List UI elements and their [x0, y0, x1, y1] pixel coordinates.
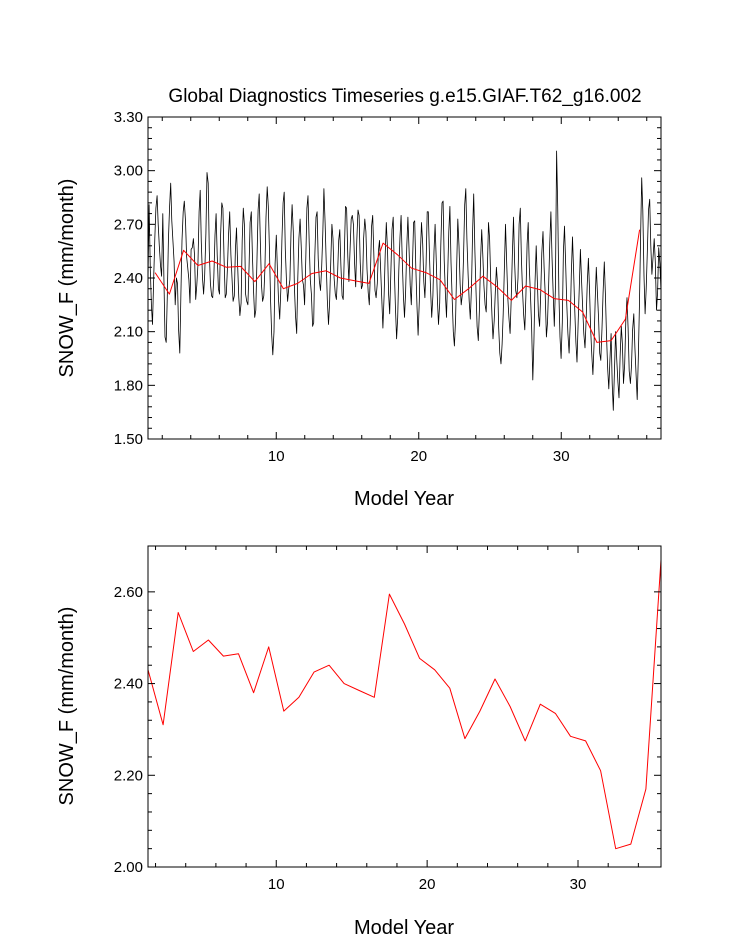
y-axis-ticks: 2.00 2.20 2.40 2.60	[114, 584, 661, 876]
timeseries-panel-top: Global Diagnostics Timeseries g.e15.GIAF…	[56, 86, 662, 510]
x-axis-title: Model Year	[354, 917, 454, 939]
y-tick-label: 3.00	[114, 163, 143, 180]
y-tick-label: 1.80	[114, 377, 143, 394]
series-line-annual-mean	[147, 559, 662, 850]
series-line-annual-mean	[154, 229, 641, 343]
y-tick-label: 2.40	[114, 270, 143, 287]
y-tick-label: 2.70	[114, 216, 143, 233]
x-axis-title: Model Year	[354, 488, 454, 510]
x-axis-ticks: 10 20 30	[268, 546, 586, 893]
y-tick-label: 2.60	[114, 584, 143, 601]
monthly-series-line	[147, 150, 662, 411]
minor-ticks	[148, 117, 661, 439]
y-axis-title: SNOW_F (mm/month)	[56, 179, 78, 378]
x-tick-label: 10	[268, 876, 285, 893]
x-axis-ticks: 10 20 30	[268, 117, 570, 465]
y-tick-label: 1.50	[114, 431, 143, 448]
chart-title: Global Diagnostics Timeseries g.e15.GIAF…	[168, 86, 641, 107]
y-tick-label: 2.40	[114, 676, 143, 693]
x-tick-label: 30	[570, 876, 587, 893]
x-tick-label: 30	[553, 448, 570, 465]
y-tick-label: 2.20	[114, 767, 143, 784]
x-tick-label: 20	[410, 448, 427, 465]
y-tick-label: 2.10	[114, 324, 143, 341]
y-tick-label: 2.00	[114, 859, 143, 876]
y-axis-title: SNOW_F (mm/month)	[56, 607, 78, 806]
y-axis-ticks: 1.50 1.80 2.10 2.40 2.70 3.00 3.30	[114, 109, 661, 448]
plot-frame	[147, 545, 662, 868]
y-tick-label: 3.30	[114, 109, 143, 126]
minor-ticks	[148, 546, 661, 867]
series-line-monthly	[147, 150, 662, 411]
annual-mean-series-line	[147, 559, 662, 850]
annual-mean-series-line	[154, 229, 641, 343]
x-tick-label: 20	[419, 876, 436, 893]
annual-mean-panel-bottom: 2.00 2.20 2.40 2.60 10 20 30 Model Year SNOW_…	[56, 545, 662, 939]
x-tick-label: 10	[268, 448, 285, 465]
